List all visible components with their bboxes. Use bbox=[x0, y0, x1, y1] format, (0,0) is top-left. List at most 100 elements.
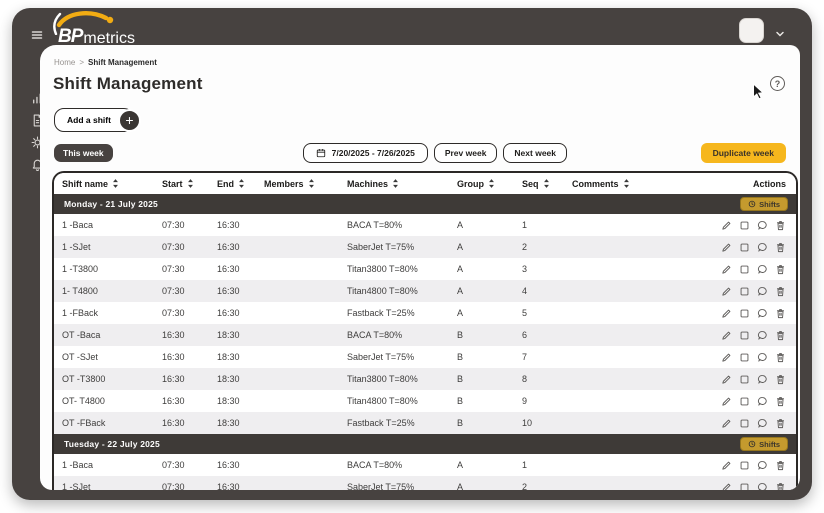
next-week-button[interactable]: Next week bbox=[503, 143, 568, 163]
copy-icon[interactable] bbox=[739, 308, 750, 319]
copy-icon[interactable] bbox=[739, 242, 750, 253]
chevron-down-icon[interactable] bbox=[774, 27, 786, 45]
copy-icon[interactable] bbox=[739, 220, 750, 231]
cell-start: 16:30 bbox=[162, 396, 185, 406]
edit-icon[interactable] bbox=[721, 330, 732, 341]
edit-icon[interactable] bbox=[721, 396, 732, 407]
sort-icon[interactable] bbox=[187, 179, 194, 188]
plus-icon: + bbox=[117, 108, 141, 132]
cell-seq: 2 bbox=[522, 482, 528, 490]
delete-icon[interactable] bbox=[775, 418, 786, 429]
copy-icon[interactable] bbox=[739, 286, 750, 297]
delete-icon[interactable] bbox=[775, 220, 786, 231]
sort-icon[interactable] bbox=[238, 179, 245, 188]
cell-end: 16:30 bbox=[217, 242, 240, 252]
delete-icon[interactable] bbox=[775, 264, 786, 275]
cell-name: 1- T4800 bbox=[62, 286, 98, 296]
column-header[interactable]: Actions bbox=[696, 179, 796, 189]
delete-icon[interactable] bbox=[775, 242, 786, 253]
this-week-badge[interactable]: This week bbox=[54, 144, 113, 162]
sort-icon[interactable] bbox=[488, 179, 495, 188]
copy-icon[interactable] bbox=[739, 352, 750, 363]
comment-icon[interactable] bbox=[757, 352, 768, 363]
comment-icon[interactable] bbox=[757, 330, 768, 341]
cell-start: 16:30 bbox=[162, 330, 185, 340]
shifts-badge[interactable]: Shifts bbox=[740, 437, 788, 451]
comment-icon[interactable] bbox=[757, 460, 768, 471]
comment-icon[interactable] bbox=[757, 220, 768, 231]
comment-icon[interactable] bbox=[757, 242, 768, 253]
delete-icon[interactable] bbox=[775, 396, 786, 407]
breadcrumb-home[interactable]: Home bbox=[54, 58, 76, 67]
comment-icon[interactable] bbox=[757, 396, 768, 407]
edit-icon[interactable] bbox=[721, 460, 732, 471]
add-shift-button[interactable]: Add a shift + bbox=[54, 108, 146, 132]
delete-icon[interactable] bbox=[775, 286, 786, 297]
cell-group: A bbox=[457, 482, 464, 490]
date-navigation: 7/20/2025 - 7/26/2025 Prev week Next wee… bbox=[302, 143, 568, 163]
copy-icon[interactable] bbox=[739, 418, 750, 429]
edit-icon[interactable] bbox=[721, 482, 732, 490]
shifts-badge[interactable]: Shifts bbox=[740, 197, 788, 211]
cell-start: 16:30 bbox=[162, 352, 185, 362]
avatar[interactable] bbox=[739, 18, 764, 43]
column-header[interactable]: Seq bbox=[514, 179, 564, 189]
cell-name: 1 -SJet bbox=[62, 482, 91, 490]
column-header[interactable]: Shift name bbox=[54, 179, 154, 189]
delete-icon[interactable] bbox=[775, 460, 786, 471]
column-header[interactable]: Group bbox=[449, 179, 514, 189]
delete-icon[interactable] bbox=[775, 308, 786, 319]
column-label: Machines bbox=[347, 178, 389, 189]
edit-icon[interactable] bbox=[721, 286, 732, 297]
date-range-picker[interactable]: 7/20/2025 - 7/26/2025 bbox=[302, 143, 428, 163]
duplicate-week-button[interactable]: Duplicate week bbox=[700, 143, 786, 163]
menu-icon[interactable] bbox=[30, 28, 44, 40]
edit-icon[interactable] bbox=[721, 308, 732, 319]
sort-icon[interactable] bbox=[543, 179, 550, 188]
copy-icon[interactable] bbox=[739, 460, 750, 471]
cell-group: A bbox=[457, 220, 464, 230]
edit-icon[interactable] bbox=[721, 242, 732, 253]
column-header[interactable]: Comments bbox=[564, 179, 696, 189]
help-button[interactable]: ? bbox=[770, 76, 785, 91]
comment-icon[interactable] bbox=[757, 482, 768, 490]
cell-machines: Fastback T=25% bbox=[347, 418, 415, 428]
row-actions bbox=[696, 418, 796, 429]
column-header[interactable]: Machines bbox=[339, 179, 449, 189]
column-header[interactable]: Members bbox=[256, 179, 339, 189]
copy-icon[interactable] bbox=[739, 264, 750, 275]
column-header[interactable]: End bbox=[209, 179, 256, 189]
prev-week-button[interactable]: Prev week bbox=[433, 143, 498, 163]
comment-icon[interactable] bbox=[757, 374, 768, 385]
day-label: Monday - 21 July 2025 bbox=[64, 199, 158, 209]
edit-icon[interactable] bbox=[721, 220, 732, 231]
delete-icon[interactable] bbox=[775, 330, 786, 341]
sort-icon[interactable] bbox=[112, 179, 119, 188]
edit-icon[interactable] bbox=[721, 418, 732, 429]
delete-icon[interactable] bbox=[775, 352, 786, 363]
cell-start: 07:30 bbox=[162, 264, 185, 274]
app-window: BP metrics Home > Shift Management Shift… bbox=[12, 8, 812, 500]
sort-icon[interactable] bbox=[623, 179, 630, 188]
copy-icon[interactable] bbox=[739, 330, 750, 341]
sort-icon[interactable] bbox=[392, 179, 399, 188]
edit-icon[interactable] bbox=[721, 374, 732, 385]
delete-icon[interactable] bbox=[775, 482, 786, 490]
sort-icon[interactable] bbox=[308, 179, 315, 188]
column-label: Shift name bbox=[62, 178, 109, 189]
copy-icon[interactable] bbox=[739, 396, 750, 407]
edit-icon[interactable] bbox=[721, 264, 732, 275]
copy-icon[interactable] bbox=[739, 482, 750, 490]
day-header-bar: Tuesday - 22 July 2025 Shifts bbox=[54, 434, 796, 454]
shift-row: 1 -T3800 07:30 16:30 Titan3800 T=80% A 3 bbox=[54, 258, 796, 280]
column-header[interactable]: Start bbox=[154, 179, 209, 189]
comment-icon[interactable] bbox=[757, 264, 768, 275]
comment-icon[interactable] bbox=[757, 286, 768, 297]
edit-icon[interactable] bbox=[721, 352, 732, 363]
cell-start: 07:30 bbox=[162, 308, 185, 318]
comment-icon[interactable] bbox=[757, 418, 768, 429]
copy-icon[interactable] bbox=[739, 374, 750, 385]
delete-icon[interactable] bbox=[775, 374, 786, 385]
comment-icon[interactable] bbox=[757, 308, 768, 319]
row-actions bbox=[696, 482, 796, 490]
